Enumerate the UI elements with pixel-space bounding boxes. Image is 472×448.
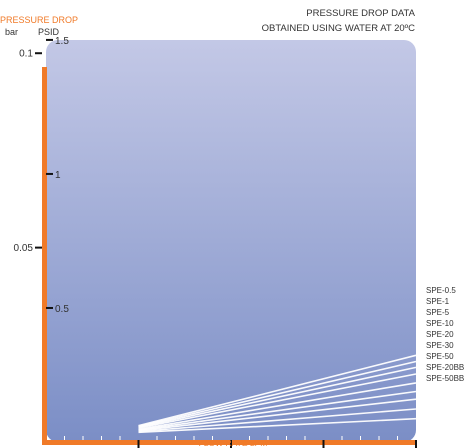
bar-tick-label: 0.1 — [19, 49, 33, 60]
series-label-spe-20bb: SPE-20BB — [426, 363, 464, 372]
psid-tick-label: 1 — [55, 170, 61, 181]
x-axis-title: FLOW RATE LPM — [199, 438, 268, 448]
axis-layer — [35, 38, 417, 448]
psid-tick-label: 1.5 — [55, 36, 69, 47]
chart-title-line-1: PRESSURE DROP DATA — [306, 8, 415, 19]
series-line-spe-20bb — [138, 408, 417, 433]
series-line-spe-0.5 — [138, 354, 417, 427]
series-label-spe-0.5: SPE-0.5 — [426, 286, 456, 295]
plot-area — [46, 40, 416, 442]
y-axis-title: PRESSURE DROP — [0, 15, 78, 25]
series-line-spe-50 — [138, 398, 417, 432]
series-line-spe-50bb — [138, 417, 417, 434]
series-label-spe-5: SPE-5 — [426, 308, 450, 317]
label-layer: 0.10.051.510.505101520SPE-0.5SPE-1SPE-5S… — [14, 36, 465, 383]
series-line-spe-20 — [138, 382, 417, 430]
y-unit-psid: PSID — [38, 27, 60, 37]
series-label-spe-10: SPE-10 — [426, 319, 454, 328]
series-line-spe-10 — [138, 373, 417, 429]
series-layer — [138, 354, 417, 434]
chart-title-line-2: OBTAINED USING WATER AT 20ºC — [262, 23, 416, 34]
series-label-spe-20: SPE-20 — [426, 330, 454, 339]
series-label-spe-30: SPE-30 — [426, 341, 454, 350]
series-label-spe-50: SPE-50 — [426, 352, 454, 361]
series-label-spe-1: SPE-1 — [426, 297, 450, 306]
bar-tick-label: 0.05 — [14, 243, 34, 254]
series-line-spe-5 — [138, 366, 417, 428]
y-axis-line — [42, 67, 47, 445]
x-axis-line — [42, 440, 416, 445]
y-unit-bar: bar — [5, 27, 18, 37]
series-line-spe-30 — [138, 390, 417, 431]
series-line-spe-1 — [138, 360, 417, 428]
series-label-spe-50bb: SPE-50BB — [426, 374, 464, 383]
psid-tick-label: 0.5 — [55, 304, 69, 315]
